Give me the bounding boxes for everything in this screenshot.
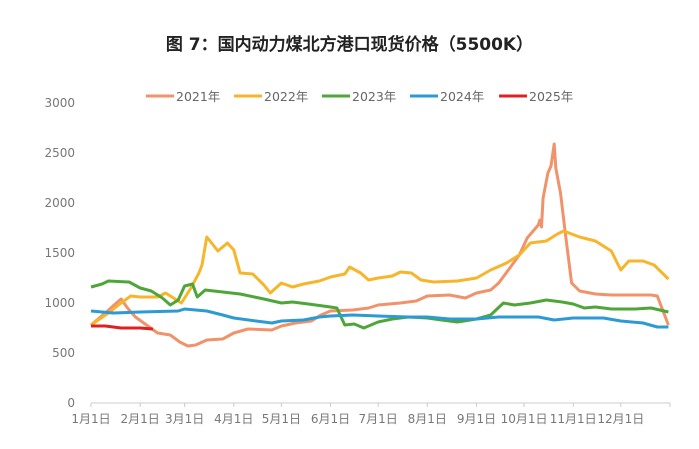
legend: 2021年 2022年 2023年 2024年 2025年: [146, 89, 573, 104]
x-tick-label: 2月1日: [121, 412, 160, 426]
x-tick-label: 6月1日: [311, 412, 350, 426]
x-tick-label: 9月1日: [457, 412, 496, 426]
y-tick-label: 1000: [44, 296, 75, 310]
y-tick-label: 500: [52, 346, 75, 360]
y-tick-label: 3000: [44, 96, 75, 110]
x-tick-label: 4月1日: [214, 412, 253, 426]
y-tick-label: 2000: [44, 196, 75, 210]
legend-label: 2022年: [264, 89, 308, 104]
x-tick-label: 12月1日: [597, 412, 644, 426]
legend-label: 2025年: [529, 89, 573, 104]
x-tick-label: 3月1日: [165, 412, 204, 426]
x-tick-label: 8月1日: [408, 412, 447, 426]
series-line-2023年: [90, 279, 669, 330]
series-line-2022年: [90, 229, 670, 327]
x-tick-label: 10月1日: [501, 412, 548, 426]
legend-label: 2021年: [176, 89, 220, 104]
chart-title: 图 7：国内动力煤北方港口现货价格（5500K）: [165, 35, 534, 55]
x-tick-label: 11月1日: [550, 412, 597, 426]
series-line-2024年: [90, 307, 669, 329]
series-line-2025年: [91, 324, 154, 331]
x-axis: 1月1日 2月1日 3月1日 4月1日 5月1日 6月1日 7月1日 8月1日 9月1日 10月1…: [71, 402, 671, 426]
legend-label: 2023年: [352, 89, 396, 104]
series-line-2021年: [90, 142, 670, 348]
y-axis: 0 500 1000 1500 2000 2500 3000: [44, 96, 75, 410]
y-tick-label: 1500: [44, 246, 75, 260]
x-tick-label: 7月1日: [358, 412, 397, 426]
y-tick-label: 0: [67, 396, 75, 410]
legend-label: 2024年: [440, 89, 484, 104]
x-tick-label: 1月1日: [71, 412, 110, 426]
series-lines: [90, 142, 670, 348]
x-tick-label: 5月1日: [262, 412, 301, 426]
y-tick-label: 2500: [44, 146, 75, 160]
